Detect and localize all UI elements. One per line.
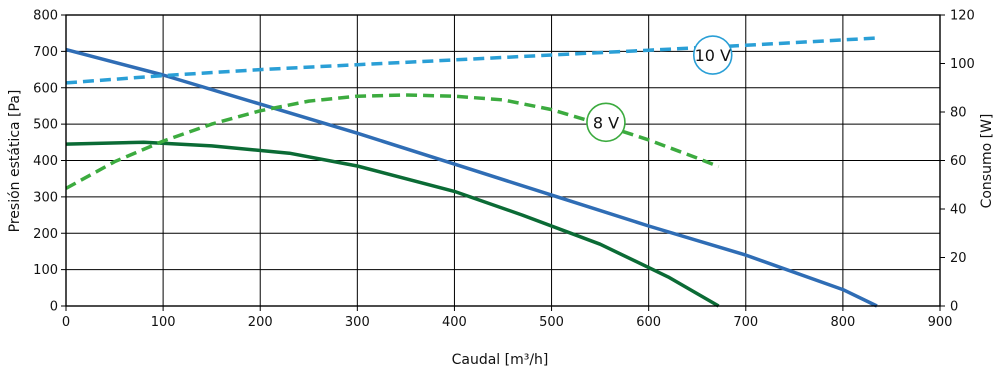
tick-labels: 0 100 200 300 400 500 600 700 800 900010020030040… (33, 9, 975, 331)
y-right-tick-label: 60 (950, 154, 967, 169)
y-left-tick-label: 200 (33, 227, 58, 242)
y-left-tick-label: 300 (33, 190, 58, 205)
x-tick-label: 400 (442, 315, 467, 330)
x-tick-label: 100 (151, 315, 176, 330)
y-left-tick-label: 600 (33, 81, 58, 96)
x-axis-title: Caudal [m³/h] (452, 352, 549, 368)
power-curve-3 (65, 93, 720, 190)
voltage-label: 8 V (593, 113, 619, 132)
y-left-tick-label: 0 (50, 300, 58, 315)
series-layer (65, 36, 878, 308)
power-curve-2 (65, 36, 877, 85)
x-tick-label: 500 (539, 315, 564, 330)
y-right-tick-label: 20 (950, 251, 967, 266)
x-tick-label: 600 (636, 315, 661, 330)
grid (65, 14, 941, 307)
voltage-label: 10 V (695, 46, 731, 65)
y-left-tick-label: 500 (33, 118, 58, 133)
voltage-bubble (586, 102, 626, 143)
x-tick-label: 0 (62, 315, 70, 330)
axes (61, 14, 945, 311)
y-right-tick-label: 100 (950, 57, 975, 72)
y-right-tick-label: 80 (950, 106, 967, 121)
x-tick-label: 300 (345, 315, 370, 330)
y-right-tick-label: 0 (950, 300, 958, 315)
annotations: 10 V 8 V (586, 35, 733, 143)
x-tick-label: 800 (830, 315, 855, 330)
pressure-curve-0 (65, 47, 878, 308)
x-tick-label: 700 (733, 315, 758, 330)
y-left-tick-label: 800 (33, 9, 58, 24)
voltage-bubble (692, 35, 733, 75)
x-tick-label: 200 (248, 315, 273, 330)
y-left-tick-label: 400 (33, 154, 58, 169)
y-axis-right-title: Consumo [W] (979, 114, 995, 209)
y-right-tick-label: 40 (950, 203, 967, 218)
y-left-tick-label: 700 (33, 45, 58, 60)
y-axis-left-title: Presión estática [Pa] (7, 90, 23, 233)
x-tick-label: 900 (928, 315, 953, 330)
y-right-tick-label: 120 (950, 9, 975, 24)
y-left-tick-label: 100 (33, 263, 58, 278)
pressure-curve-1 (65, 140, 720, 308)
